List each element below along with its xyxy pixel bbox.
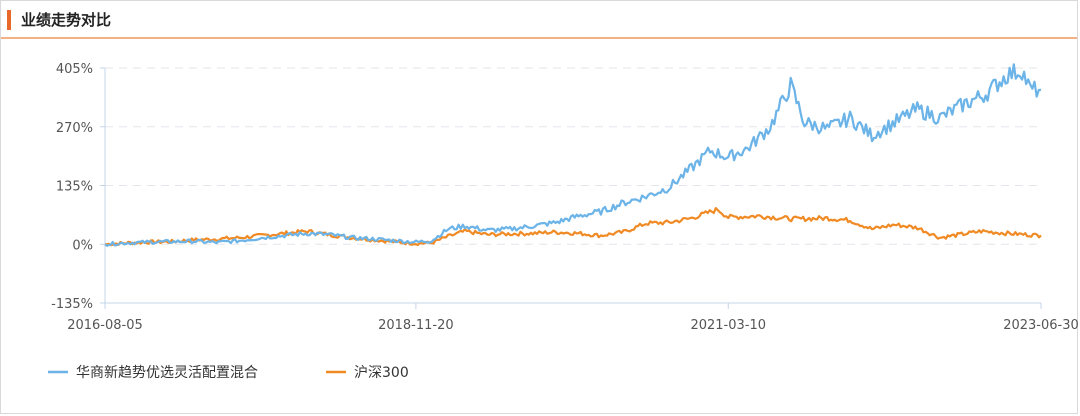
series-line-0 bbox=[104, 63, 1042, 247]
x-tick-label: 2023-06-30 bbox=[1003, 318, 1079, 333]
x-tick-label: 2021-03-10 bbox=[690, 318, 766, 333]
y-tick-label: 135% bbox=[56, 180, 93, 195]
panel-title: 业绩走势对比 bbox=[21, 11, 112, 29]
grid-lines bbox=[105, 67, 1041, 245]
data-series bbox=[104, 63, 1042, 247]
x-tick-label: 2016-08-05 bbox=[67, 318, 143, 333]
y-tick-label: 0% bbox=[72, 238, 93, 253]
y-tick-label: -135% bbox=[51, 297, 93, 312]
legend-label: 华商新趋势优选灵活配置混合 bbox=[76, 365, 258, 381]
y-tick-labels: 405% 270% 135% 0% -135% bbox=[51, 62, 105, 312]
x-tick-labels: 2016-08-05 2018-11-20 2021-03-10 2023-06-30 bbox=[67, 303, 1079, 333]
header-accent-bar bbox=[7, 10, 11, 30]
x-tick-label: 2018-11-20 bbox=[378, 318, 454, 333]
chart-legend: 华商新趋势优选灵活配置混合 沪深300 bbox=[48, 365, 409, 381]
panel-header: 业绩走势对比 bbox=[1, 1, 1077, 39]
y-tick-label: 270% bbox=[56, 121, 93, 136]
legend-label: 沪深300 bbox=[354, 365, 409, 381]
y-tick-label: 405% bbox=[56, 62, 93, 77]
series-line-1 bbox=[104, 207, 1042, 247]
